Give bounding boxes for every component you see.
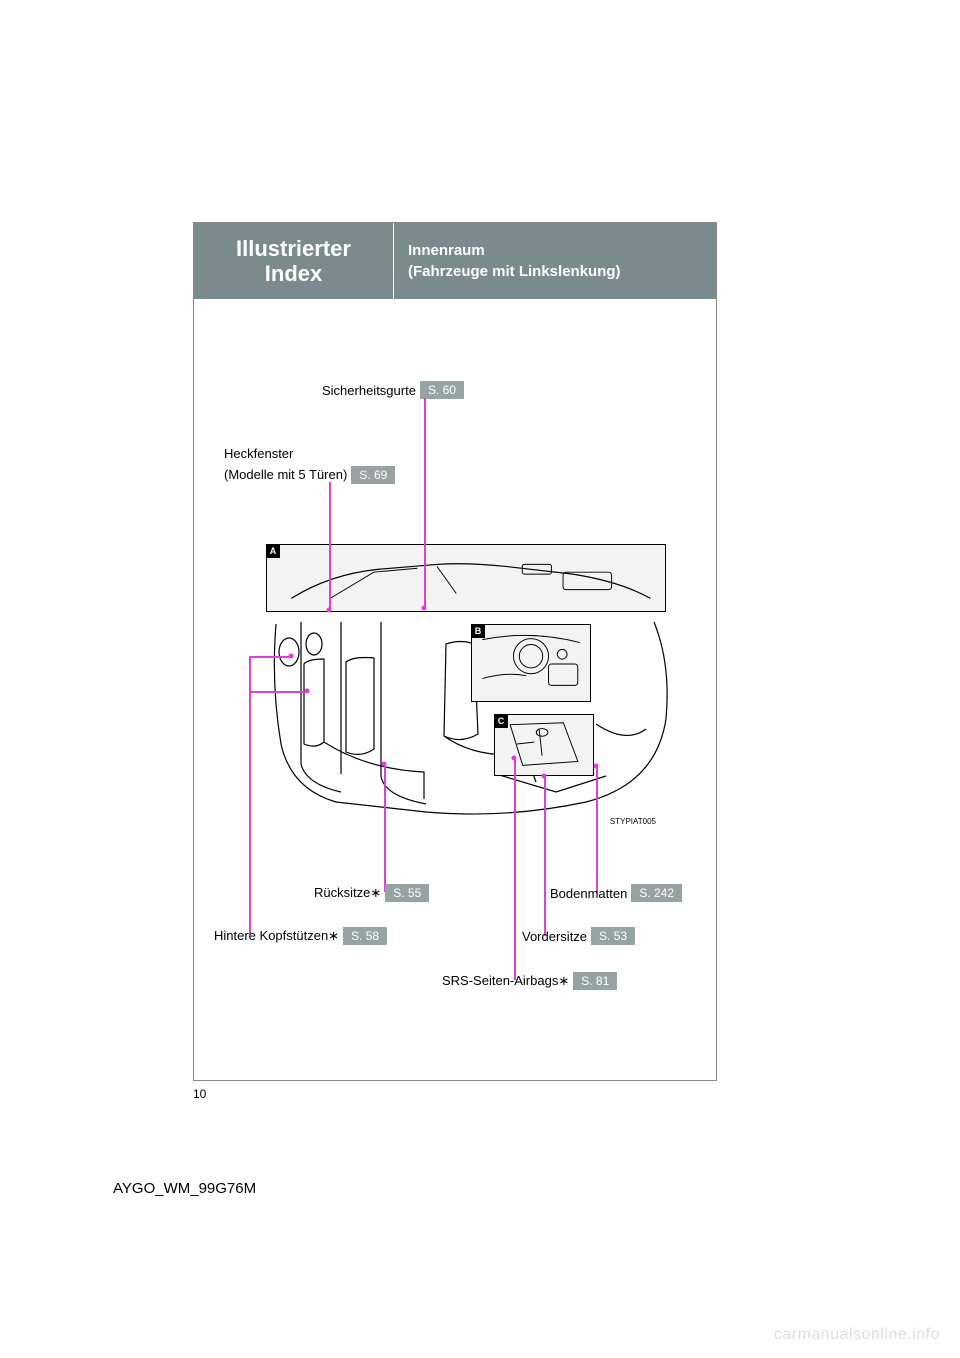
callout-kopfstuetzen: Hintere Kopfstützen∗ S. 58 xyxy=(214,927,387,945)
label-heckfenster-line1: Heckfenster xyxy=(224,444,395,464)
label-srs-airbags: SRS-Seiten-Airbags∗ xyxy=(442,973,569,989)
callout-vordersitze: Vordersitze S. 53 xyxy=(522,927,635,945)
callout-heckfenster: Heckfenster (Modelle mit 5 Türen) S. 69 xyxy=(224,444,395,484)
header-title-block: Illustrierter Index xyxy=(194,223,394,299)
page-ref-ruecksitze: S. 55 xyxy=(385,884,429,902)
page-ref-bodenmatten: S. 242 xyxy=(631,884,682,902)
page-frame: Illustrierter Index Innenraum (Fahrzeuge… xyxy=(193,222,717,1081)
callout-sicherheitsgurte: Sicherheitsgurte S. 60 xyxy=(322,381,464,399)
content-area: Sicherheitsgurte S. 60 Heckfenster (Mode… xyxy=(194,299,716,1080)
callout-srs-airbags: SRS-Seiten-Airbags∗ S. 81 xyxy=(442,972,617,990)
footer-code: AYGO_WM_99G76M xyxy=(113,1180,256,1197)
dot-sicherheitsgurte xyxy=(422,606,427,611)
dot-srs xyxy=(512,756,517,761)
callout-ruecksitze: Rücksitze∗ S. 55 xyxy=(314,884,429,902)
dot-kopfstuetzen-2 xyxy=(305,689,310,694)
header-bar: Illustrierter Index Innenraum (Fahrzeuge… xyxy=(194,223,716,299)
callout-bodenmatten: Bodenmatten S. 242 xyxy=(550,884,682,902)
label-ruecksitze: Rücksitze∗ xyxy=(314,885,381,901)
page-ref-heckfenster: S. 69 xyxy=(351,466,395,484)
header-subtitle-line1: Innenraum xyxy=(408,240,716,261)
diagram-panel-c: C xyxy=(494,714,594,776)
page-number: 10 xyxy=(193,1087,206,1101)
header-subtitle-block: Innenraum (Fahrzeuge mit Linkslenkung) xyxy=(394,223,716,299)
label-vordersitze: Vordersitze xyxy=(522,929,587,944)
image-ref-code: STYPIAT005 xyxy=(610,817,656,826)
dot-vordersitze xyxy=(542,774,547,779)
dot-ruecksitze xyxy=(382,762,387,767)
page-ref-kopfstuetzen: S. 58 xyxy=(343,927,387,945)
header-subtitle-line2: (Fahrzeuge mit Linkslenkung) xyxy=(408,261,716,282)
panel-c-art xyxy=(495,715,593,775)
header-title-line2: Index xyxy=(265,261,322,286)
page-ref-sicherheitsgurte: S. 60 xyxy=(420,381,464,399)
header-title-line1: Illustrierter xyxy=(236,236,351,261)
label-heckfenster-line2: (Modelle mit 5 Türen) xyxy=(224,467,347,482)
dot-heckfenster xyxy=(327,608,332,613)
page-ref-vordersitze: S. 53 xyxy=(591,927,635,945)
diagram-panel-b: B xyxy=(471,624,591,702)
label-bodenmatten: Bodenmatten xyxy=(550,886,627,901)
panel-b-art xyxy=(472,625,590,701)
page-ref-srs-airbags: S. 81 xyxy=(573,972,617,990)
dot-bodenmatten xyxy=(594,764,599,769)
label-sicherheitsgurte: Sicherheitsgurte xyxy=(322,383,416,398)
diagram-area: A xyxy=(246,544,686,834)
watermark: carmanualsonline.info xyxy=(774,1326,940,1344)
interior-cutaway xyxy=(246,544,686,834)
label-kopfstuetzen: Hintere Kopfstützen∗ xyxy=(214,928,339,944)
dot-kopfstuetzen-1 xyxy=(289,654,294,659)
